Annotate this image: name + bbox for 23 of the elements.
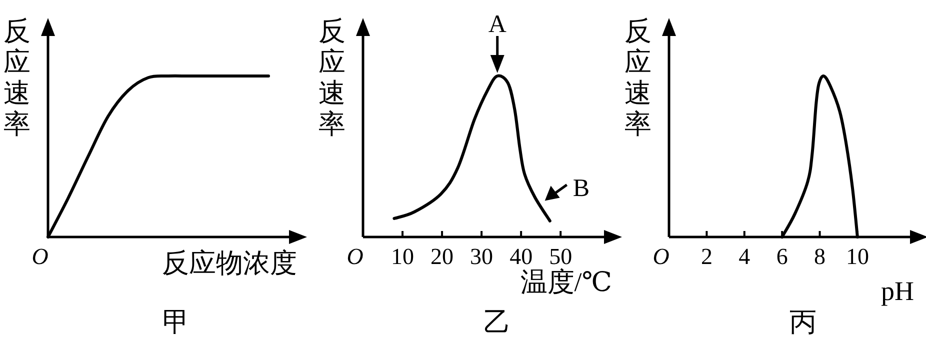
x-axis-title: pH bbox=[881, 276, 914, 306]
x-tick-label: 2 bbox=[700, 244, 712, 269]
x-tick-label: 4 bbox=[738, 244, 751, 269]
x-tick-label: 20 bbox=[430, 244, 454, 269]
x-tick-label: 6 bbox=[776, 244, 788, 269]
y-axis-title: 反应速率 bbox=[624, 16, 652, 139]
text: 甲 bbox=[162, 307, 190, 337]
x-tick-label: 40 bbox=[510, 244, 533, 269]
annotation: B bbox=[572, 174, 590, 202]
x-tick-label: 30 bbox=[470, 244, 494, 269]
x-tick-label: 10 bbox=[846, 244, 869, 269]
x-tick-label: 8 bbox=[814, 244, 826, 269]
x-axis-title: 温度/℃ bbox=[520, 267, 612, 297]
text: 乙 bbox=[484, 307, 510, 337]
y-axis-title: 反应速率 bbox=[318, 16, 346, 139]
x-tick-label: O bbox=[652, 244, 670, 269]
text: 丙 bbox=[790, 307, 816, 337]
x-tick-label: O bbox=[346, 244, 364, 269]
y-axis-title: 反应速率 bbox=[4, 16, 30, 139]
annotation: A bbox=[488, 11, 506, 38]
x-tick-label: 10 bbox=[391, 244, 414, 269]
x-axis-title: 反应物浓度 bbox=[162, 248, 297, 278]
x-tick-label: 50 bbox=[549, 244, 572, 269]
